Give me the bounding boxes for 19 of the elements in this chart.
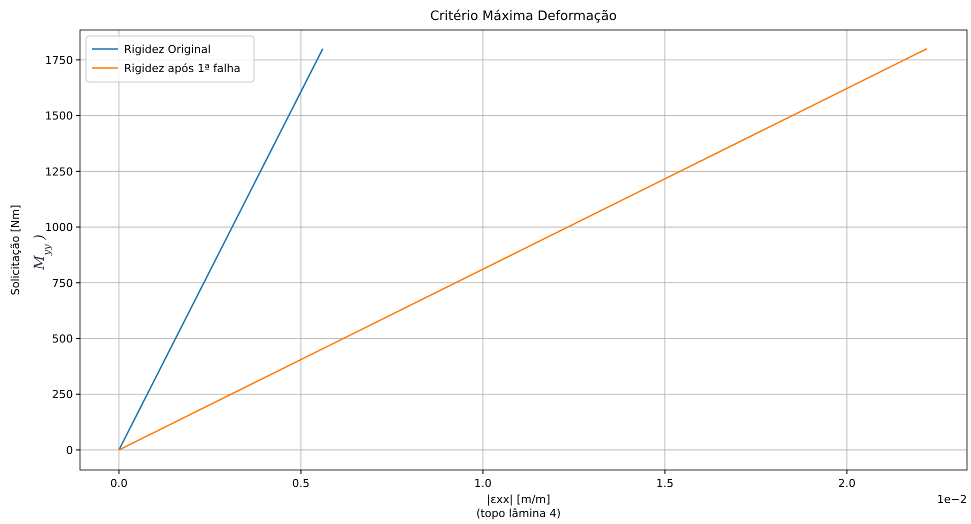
x-tick-label: 2.0 (838, 477, 856, 490)
chart-title: Critério Máxima Deformação (430, 9, 617, 24)
legend-label: Rigidez Original (124, 43, 211, 56)
y-axis-title: Solicitação [Nm] (9, 204, 22, 296)
x-axis-title: |εxx| [m/m] (topo lâmina 4) (476, 493, 561, 520)
y-tick-label: 500 (52, 332, 73, 346)
y-tick-label: 1750 (45, 54, 73, 67)
legend-label: Rigidez após 1ª falha (124, 62, 240, 75)
x-tick-label: 1.5 (656, 477, 674, 490)
y-tick-label: 1000 (45, 221, 73, 234)
x-tick-label: 0.0 (110, 477, 128, 490)
y-tick-label: 0 (66, 444, 73, 457)
x-tick-label: 1.0 (474, 477, 492, 490)
y-tick-label: 1250 (45, 165, 73, 178)
x-tick-label: 0.5 (292, 477, 310, 490)
y-tick-label: 1500 (45, 110, 73, 123)
y-tick-label: 750 (52, 276, 73, 290)
y-tick-label: 250 (52, 388, 73, 402)
text: 1e−2 (937, 493, 967, 506)
